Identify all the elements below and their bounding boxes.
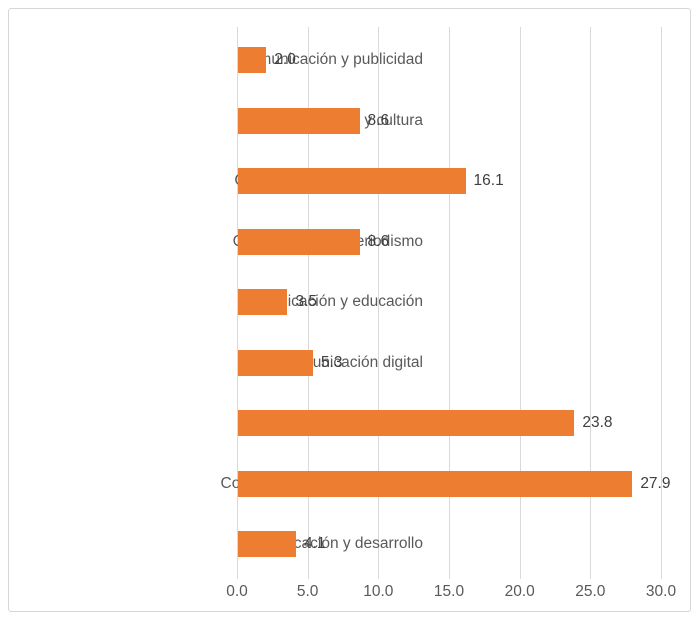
bar — [238, 168, 466, 194]
bar-value-label: 16.1 — [473, 172, 504, 189]
bar-row: Comunicación y audiencias16.1 — [234, 168, 661, 228]
category-label: Comunicación digital — [279, 353, 423, 371]
gridline — [307, 27, 309, 573]
x-axis-tick-label: 0.0 — [226, 583, 248, 600]
bar-value-label: 8.6 — [367, 232, 390, 250]
bar — [238, 228, 360, 255]
gridline — [519, 27, 521, 573]
gridline — [449, 27, 450, 573]
x-axis-tick-label: 20.0 — [504, 583, 535, 600]
bar — [238, 349, 313, 376]
bar-row: Comunicación y desarrollo 4.1 — [237, 531, 661, 591]
gridline — [661, 27, 662, 573]
plot-area: 0.0 5.0 10.0 15.0 20.0 25.0 30.0 Comunicación … — [221, 27, 676, 600]
bar — [238, 289, 288, 315]
tick-mark — [449, 573, 450, 579]
gridline — [378, 27, 380, 573]
bar — [238, 531, 296, 557]
chart-container: 0.0 5.0 10.0 15.0 20.0 25.0 30.0 Comunicación … — [8, 8, 691, 612]
bar — [238, 107, 360, 134]
bar-row: Comunicación organizacional27.9 — [221, 470, 670, 531]
tick-mark — [590, 573, 592, 579]
bar-row: Comunicación y publicidad 2.0 — [237, 47, 661, 107]
bar-value-label: 4.1 — [303, 535, 326, 552]
gridline — [237, 27, 238, 573]
bar-row: Comunicación y educación 3.5 — [237, 289, 661, 349]
x-axis-tick-label: 15.0 — [433, 583, 465, 600]
bar-value-label: 8.6 — [367, 111, 390, 129]
bar — [238, 410, 575, 436]
bar-value-label: 5.3 — [320, 353, 343, 371]
gridline — [590, 27, 592, 573]
bar-value-label: 2.0 — [274, 51, 296, 68]
bar-value-label: 27.9 — [640, 474, 671, 492]
category-label: Comunicación y publicidad — [238, 51, 423, 68]
tick-mark — [237, 573, 238, 579]
bar-value-label: 3.5 — [295, 293, 318, 310]
x-axis-tick-label: 10.0 — [363, 583, 394, 600]
bar — [238, 47, 267, 73]
tick-mark — [661, 573, 662, 579]
x-axis-tick-label: 5.0 — [296, 583, 319, 600]
bar-row: Comunicación digital 5.3 — [237, 349, 661, 410]
x-axis-tick-label: 25.0 — [575, 583, 606, 600]
bar-row: Comunicación y medios23.8 — [237, 410, 661, 470]
bar — [238, 470, 633, 497]
tick-mark — [519, 573, 521, 579]
x-axis-tick-label: 30.0 — [645, 583, 677, 600]
bar-value-label: 23.8 — [582, 414, 613, 431]
tick-mark — [307, 573, 309, 579]
tick-mark — [378, 573, 380, 579]
